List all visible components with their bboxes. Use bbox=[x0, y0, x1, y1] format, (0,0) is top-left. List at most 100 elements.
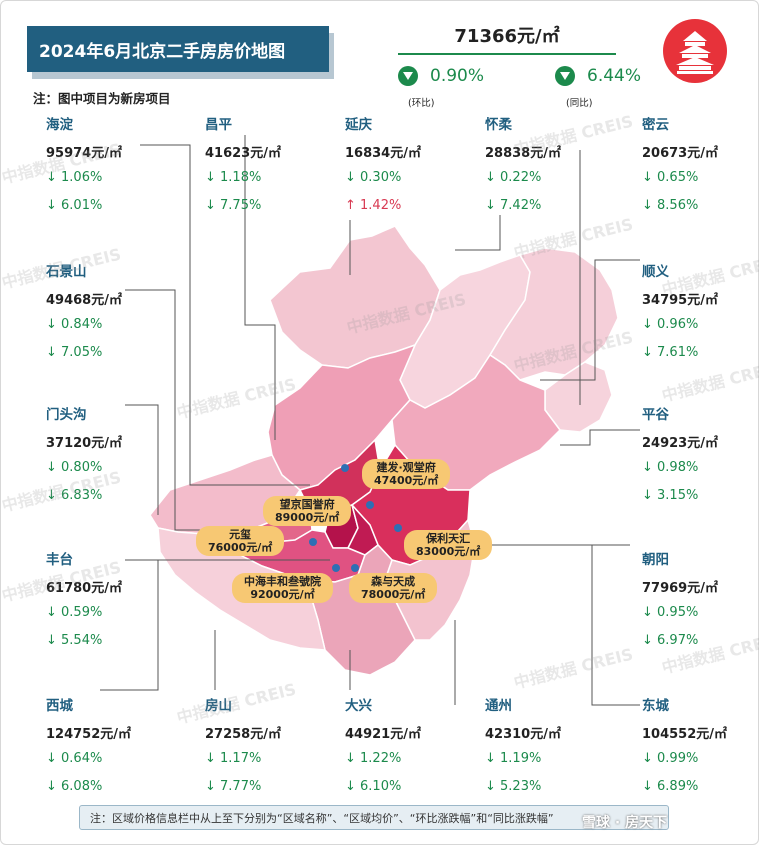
district-mom: ↓ 0.59% bbox=[46, 605, 103, 620]
project-dot-yuanxi bbox=[309, 538, 317, 546]
summary-mom-value: 0.90% bbox=[430, 66, 485, 86]
district-mom: ↓ 0.95% bbox=[642, 605, 699, 620]
district-yoy: ↓ 7.77% bbox=[205, 779, 262, 794]
district-price: 24923元/㎡ bbox=[642, 436, 718, 451]
district-price: 124752元/㎡ bbox=[46, 727, 132, 742]
district-price: 27258元/㎡ bbox=[205, 727, 281, 742]
project-dot-zhonghai bbox=[332, 564, 340, 572]
district-fangshan: 房山 27258元/㎡ ↓ 1.17% ↓ 7.77% bbox=[205, 694, 281, 797]
district-mom: ↓ 0.65% bbox=[642, 170, 699, 185]
summary-yoy: 6.44% bbox=[555, 66, 641, 86]
district-yanqing: 延庆 16834元/㎡ ↓ 0.30% ↑ 1.42% bbox=[345, 113, 421, 216]
district-name: 怀柔 bbox=[485, 117, 512, 133]
district-mom: ↓ 0.99% bbox=[642, 751, 699, 766]
project-dot-jianfa bbox=[341, 464, 349, 472]
down-triangle-icon bbox=[555, 66, 575, 86]
project-dot-senyu bbox=[351, 564, 359, 572]
project-label-senyu: 森与天成 78000元/㎡ bbox=[349, 573, 438, 603]
district-pinggu: 平谷 24923元/㎡ ↓ 0.98% ↓ 3.15% bbox=[642, 403, 718, 506]
leader-line-xicheng bbox=[100, 559, 330, 691]
district-mom: ↓ 0.84% bbox=[46, 317, 103, 332]
project-price: 47400元/㎡ bbox=[374, 474, 439, 487]
district-yoy: ↓ 6.83% bbox=[46, 488, 103, 503]
district-shunyi: 顺义 34795元/㎡ ↓ 0.96% ↓ 7.61% bbox=[642, 260, 718, 363]
district-xicheng: 西城 124752元/㎡ ↓ 0.64% ↓ 6.08% bbox=[46, 694, 131, 797]
district-mom: ↓ 0.98% bbox=[642, 460, 699, 475]
project-label-zhonghai: 中海丰和叁號院 92000元/㎡ bbox=[232, 573, 333, 603]
district-name: 丰台 bbox=[46, 552, 73, 568]
district-price: 49468元/㎡ bbox=[46, 293, 122, 308]
district-price: 44921元/㎡ bbox=[345, 727, 421, 742]
source-watermark: 雪球 · 房天下 bbox=[582, 815, 668, 831]
district-price: 20673元/㎡ bbox=[642, 146, 718, 161]
leader-line-haidian bbox=[140, 144, 310, 486]
leader-line-mentougou bbox=[125, 404, 159, 515]
district-haidian: 海淀 95974元/㎡ ↓ 1.06% ↓ 6.01% bbox=[46, 113, 122, 216]
project-name: 森与天成 bbox=[371, 575, 416, 588]
note-text: 注：图中项目为新房项目 bbox=[33, 91, 171, 106]
project-price: 78000元/㎡ bbox=[361, 588, 426, 601]
district-mom: ↓ 1.06% bbox=[46, 170, 103, 185]
district-fengtai: 丰台 61780元/㎡ ↓ 0.59% ↓ 5.54% bbox=[46, 548, 122, 651]
leader-line-shunyi bbox=[540, 259, 640, 381]
project-name: 保利天汇 bbox=[426, 532, 471, 545]
district-name: 房山 bbox=[205, 698, 232, 714]
district-mom: ↓ 1.17% bbox=[205, 751, 262, 766]
project-price: 92000元/㎡ bbox=[250, 588, 315, 601]
down-triangle-icon bbox=[398, 66, 418, 86]
district-name: 平谷 bbox=[642, 407, 669, 423]
district-mom: ↓ 0.80% bbox=[46, 460, 103, 475]
district-price: 95974元/㎡ bbox=[46, 146, 122, 161]
district-huairou: 怀柔 28838元/㎡ ↓ 0.22% ↓ 7.42% bbox=[485, 113, 561, 216]
district-miyun: 密云 20673元/㎡ ↓ 0.65% ↓ 8.56% bbox=[642, 113, 718, 216]
district-yoy: ↑ 1.42% bbox=[345, 198, 402, 213]
district-yoy: ↓ 7.75% bbox=[205, 198, 262, 213]
district-price: 28838元/㎡ bbox=[485, 146, 561, 161]
district-yoy: ↓ 6.89% bbox=[642, 779, 699, 794]
footer-note: 注：区域价格信息栏中从上至下分别为“区域名称”、“区域均价”、“环比涨跌幅”和“… bbox=[79, 805, 669, 830]
district-yoy: ↓ 6.10% bbox=[345, 779, 402, 794]
district-name: 石景山 bbox=[46, 264, 87, 280]
district-name: 昌平 bbox=[205, 117, 232, 133]
district-daxing: 大兴 44921元/㎡ ↓ 1.22% ↓ 6.10% bbox=[345, 694, 421, 797]
project-name: 望京国誉府 bbox=[279, 498, 335, 511]
project-price: 76000元/㎡ bbox=[208, 541, 273, 554]
district-chaoyang: 朝阳 77969元/㎡ ↓ 0.95% ↓ 6.97% bbox=[642, 548, 718, 651]
district-yoy: ↓ 7.42% bbox=[485, 198, 542, 213]
district-name: 朝阳 bbox=[642, 552, 669, 568]
district-mom: ↓ 1.18% bbox=[205, 170, 262, 185]
project-label-yuanxi: 元玺 76000元/㎡ bbox=[196, 526, 285, 556]
district-yoy: ↓ 7.05% bbox=[46, 345, 103, 360]
district-shijingshan: 石景山 49468元/㎡ ↓ 0.84% ↓ 7.05% bbox=[46, 260, 122, 363]
district-mom: ↓ 0.30% bbox=[345, 170, 402, 185]
summary-yoy-value: 6.44% bbox=[587, 66, 642, 86]
district-name: 密云 bbox=[642, 117, 669, 133]
project-name: 元玺 bbox=[229, 528, 252, 541]
summary-mom: 0.90% bbox=[398, 66, 484, 86]
project-label-jianfa: 建发·观堂府 47400元/㎡ bbox=[362, 459, 451, 489]
district-mom: ↓ 0.64% bbox=[46, 751, 103, 766]
project-name: 中海丰和叁號院 bbox=[244, 575, 321, 588]
district-price: 42310元/㎡ bbox=[485, 727, 561, 742]
project-dot-baoli bbox=[394, 524, 402, 532]
project-label-baoli: 保利天汇 83000元/㎡ bbox=[404, 530, 493, 560]
district-price: 34795元/㎡ bbox=[642, 293, 718, 308]
district-mom: ↓ 0.22% bbox=[485, 170, 542, 185]
summary-divider bbox=[398, 53, 616, 55]
district-price: 41623元/㎡ bbox=[205, 146, 281, 161]
district-name: 延庆 bbox=[345, 117, 372, 133]
district-price: 104552元/㎡ bbox=[642, 727, 728, 742]
district-name: 西城 bbox=[46, 698, 73, 714]
district-mom: ↓ 1.19% bbox=[485, 751, 542, 766]
project-name: 建发·观堂府 bbox=[376, 461, 436, 474]
project-price: 89000元/㎡ bbox=[275, 511, 340, 524]
district-price: 77969元/㎡ bbox=[642, 581, 718, 596]
project-dot-wangjing bbox=[366, 501, 374, 509]
summary-yoy-caption: (同比) bbox=[566, 98, 593, 109]
district-price: 37120元/㎡ bbox=[46, 436, 122, 451]
district-yoy: ↓ 6.08% bbox=[46, 779, 103, 794]
district-yoy: ↓ 5.23% bbox=[485, 779, 542, 794]
leader-line-huairou bbox=[455, 215, 501, 251]
district-mom: ↓ 0.96% bbox=[642, 317, 699, 332]
temple-icon bbox=[676, 31, 714, 74]
